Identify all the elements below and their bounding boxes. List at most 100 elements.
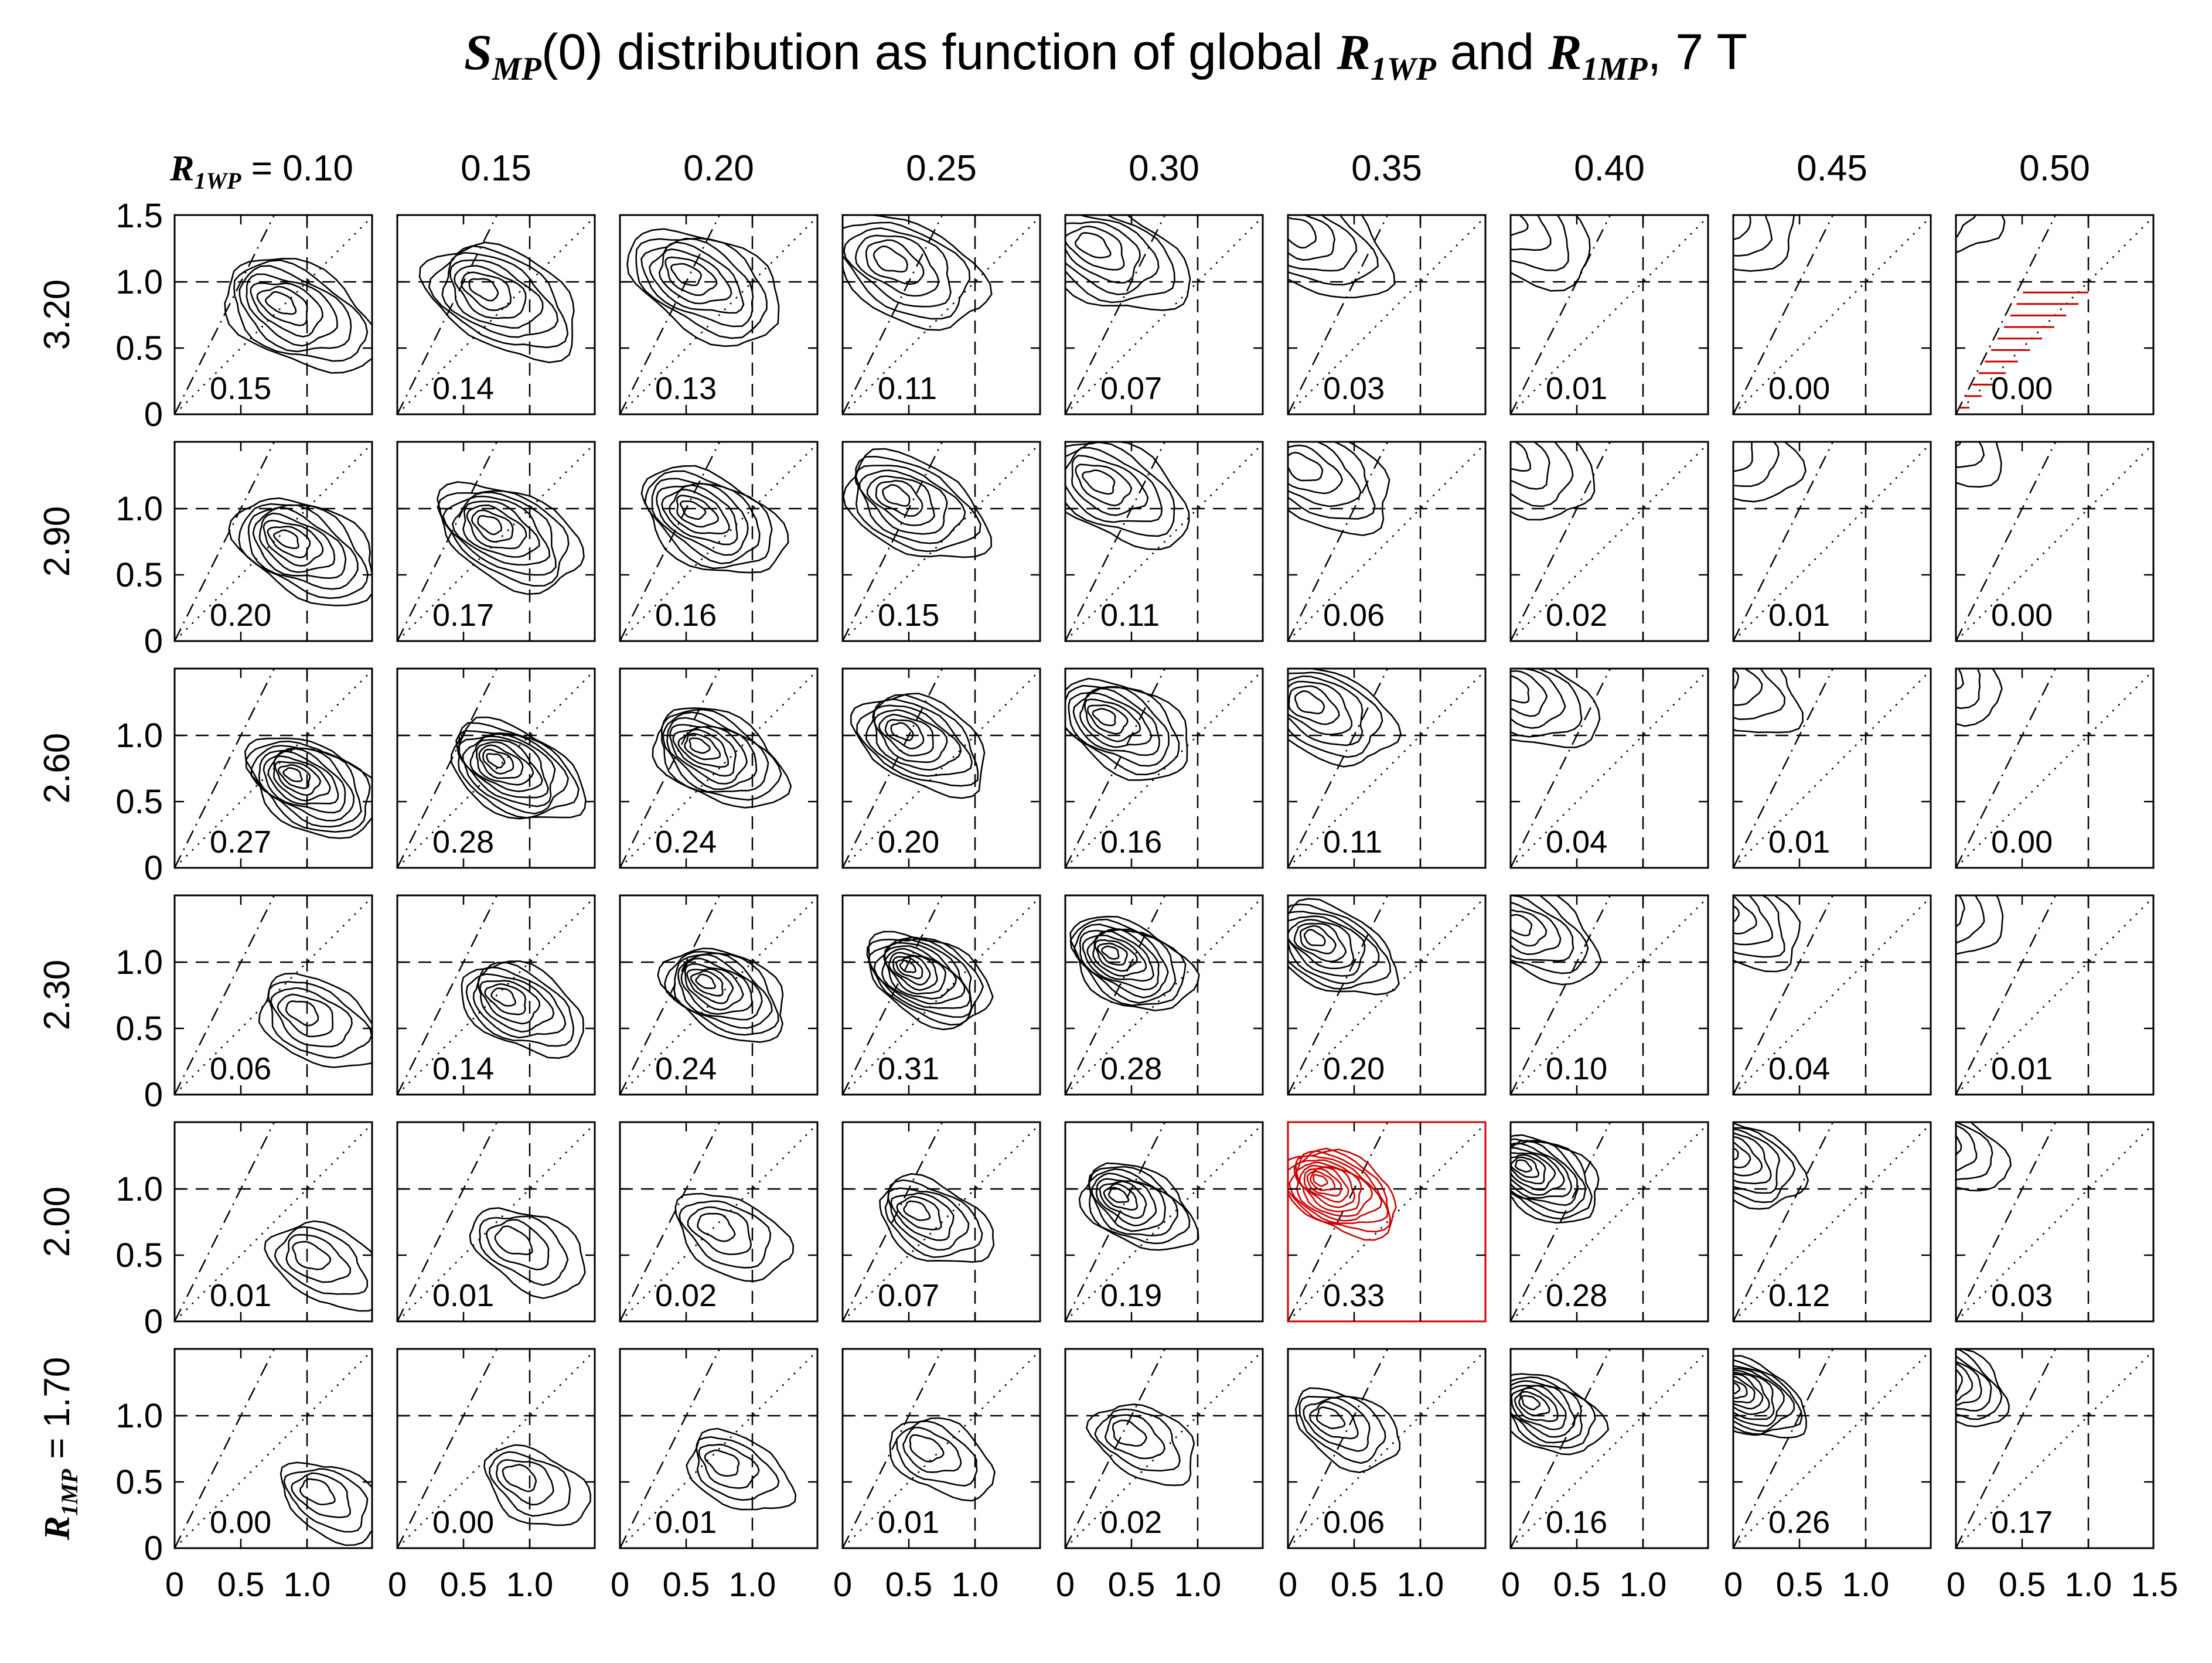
contour-line xyxy=(238,503,369,599)
contour-line xyxy=(1065,447,1163,523)
panel-value: 0.28 xyxy=(1100,1051,1162,1086)
ref-line-dotted xyxy=(843,669,1040,868)
panel-frame xyxy=(1509,894,1709,1096)
panel-value: 0.28 xyxy=(1546,1278,1607,1313)
contour-line xyxy=(684,963,744,1011)
contour-line xyxy=(1511,215,1569,271)
ref-line-dotted xyxy=(1511,216,1708,414)
contour-line xyxy=(704,1449,740,1477)
ref-line-dotted xyxy=(1288,1350,1485,1548)
contour-line xyxy=(486,1219,550,1271)
contour-line xyxy=(1511,215,1591,292)
ref-line-dashdot xyxy=(397,669,497,868)
contour-line xyxy=(1733,1132,1772,1185)
ref-line-dashdot xyxy=(1511,669,1611,868)
ref-line-dotted xyxy=(1288,669,1485,868)
x-tick-label: 0 xyxy=(1056,1566,1075,1604)
contour-line xyxy=(1069,918,1187,1007)
panel: 0.28 xyxy=(1509,1121,1709,1323)
ref-line-dashdot xyxy=(1288,669,1388,868)
contour-line xyxy=(1956,1355,1992,1412)
y-tick-label: 0 xyxy=(144,396,163,434)
contour-line xyxy=(476,741,534,786)
contour-line xyxy=(1511,895,1602,986)
panel-value: 0.26 xyxy=(1768,1505,1830,1540)
y-tick-label: 0.5 xyxy=(115,1463,163,1501)
contour-line xyxy=(903,1200,931,1221)
contour-line xyxy=(1511,1152,1556,1191)
panel-frame xyxy=(1509,214,1709,415)
panel: 0.06 xyxy=(1287,1348,1487,1549)
ref-line-dotted xyxy=(1733,896,1931,1095)
contour-line xyxy=(454,265,527,319)
panel-frame xyxy=(1287,667,1487,869)
contour-line xyxy=(1733,895,1757,935)
contour-line xyxy=(1294,690,1325,714)
contour-line xyxy=(233,259,369,362)
contour-line xyxy=(471,509,514,543)
contour-line xyxy=(640,237,754,328)
panel: 0.17 xyxy=(396,441,596,642)
panel-value: 0.00 xyxy=(210,1505,271,1540)
contour-line xyxy=(258,512,336,573)
contour-line xyxy=(649,241,745,314)
contour-line xyxy=(1065,442,1175,537)
contour-line xyxy=(865,239,925,285)
x-tick-label: 1.0 xyxy=(284,1566,331,1604)
contour-line xyxy=(854,234,940,297)
panel: 0.10 xyxy=(1509,894,1709,1096)
panel-frame xyxy=(1064,441,1264,642)
contour-line xyxy=(451,495,551,566)
contour-line xyxy=(1088,1168,1178,1236)
contour-line xyxy=(676,495,720,528)
contour-line xyxy=(1518,1391,1550,1416)
contour-line xyxy=(1299,925,1337,955)
contour-line xyxy=(1288,672,1383,758)
contour-line xyxy=(635,237,768,339)
contour-line xyxy=(1514,1159,1532,1173)
contour-line xyxy=(854,465,966,544)
contour-line xyxy=(437,481,585,595)
panel-value: 0.01 xyxy=(1546,371,1607,406)
panel: 0.01 xyxy=(1732,441,1932,642)
panel: 0.20 xyxy=(841,667,1041,869)
contour-line xyxy=(1956,1368,1964,1395)
contour-line xyxy=(1511,670,1548,717)
contour-line xyxy=(256,285,308,326)
x-tick-label: 0.5 xyxy=(440,1566,488,1604)
x-tick-label: 0.5 xyxy=(1553,1566,1601,1604)
contour-line xyxy=(1733,1372,1770,1416)
contour-line xyxy=(250,282,323,338)
contour-line xyxy=(690,970,724,997)
contour-line xyxy=(264,291,297,315)
contour-line xyxy=(1733,1127,1796,1204)
contour-line xyxy=(267,526,311,558)
contour-line xyxy=(277,764,311,789)
contour-line xyxy=(1295,1161,1362,1213)
panel-frame xyxy=(619,1348,819,1549)
contour-line xyxy=(1072,687,1160,756)
contour-line xyxy=(489,1451,571,1517)
contour-line xyxy=(884,948,947,995)
panel-value: 0.14 xyxy=(432,371,494,406)
ref-line-dotted xyxy=(843,442,1040,641)
ref-line-dotted xyxy=(1956,669,2153,868)
contour-line xyxy=(267,751,339,805)
contour-line xyxy=(1511,1154,1546,1185)
contour-line xyxy=(1288,442,1376,520)
panel: 0.28 xyxy=(396,667,596,869)
ref-line-dashdot xyxy=(843,1122,943,1321)
panel-frame xyxy=(1732,667,1932,869)
contour-line xyxy=(1288,680,1353,735)
contour-line xyxy=(878,713,934,756)
contour-line xyxy=(1293,1159,1373,1217)
ref-line-dotted xyxy=(1956,1350,2153,1548)
ref-line-dotted xyxy=(620,216,817,414)
panel: 0.00 xyxy=(173,1348,373,1549)
x-tick-label: 1.0 xyxy=(1842,1566,1890,1604)
panel: 0.13 xyxy=(619,214,819,415)
ref-line-dashdot xyxy=(1288,215,1388,414)
contour-line xyxy=(1511,442,1550,490)
contour-line xyxy=(462,500,540,558)
contour-line xyxy=(895,1420,978,1487)
